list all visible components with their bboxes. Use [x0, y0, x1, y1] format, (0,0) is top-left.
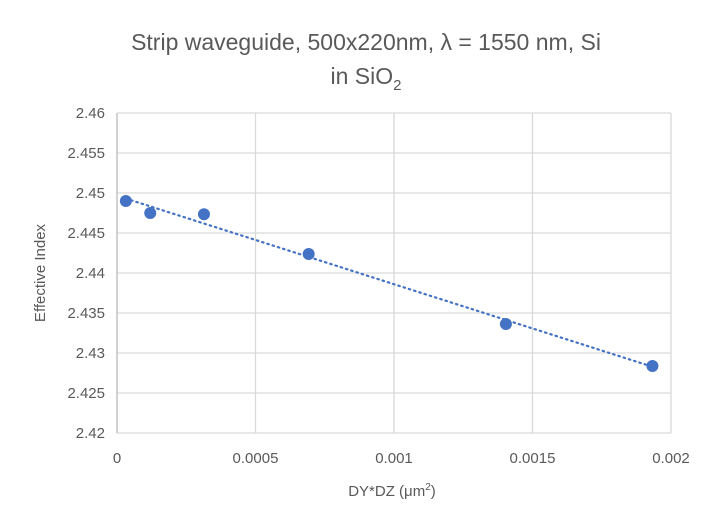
x-tick-label: 0.001 [375, 450, 413, 467]
y-tick-label: 2.46 [76, 105, 105, 122]
y-tick-label: 2.45 [76, 185, 105, 202]
x-tick-label: 0.0005 [233, 450, 279, 467]
x-axis-label: DY*DZ (μm2) [348, 482, 436, 500]
data-point [197, 208, 210, 221]
y-axis-label: Effective Index [32, 223, 49, 322]
x-tick-label: 0.002 [652, 450, 690, 467]
trendline [124, 197, 654, 368]
y-tick-label: 2.445 [67, 225, 105, 242]
y-tick-label: 2.42 [76, 425, 105, 442]
y-tick-label: 2.435 [67, 305, 105, 322]
data-point [499, 317, 512, 330]
chart-title-line1: Strip waveguide, 500x220nm, λ = 1550 nm,… [131, 29, 601, 55]
x-tick-label: 0 [113, 450, 121, 467]
data-point [646, 359, 659, 372]
y-tick-label: 2.43 [76, 345, 105, 362]
data-point [302, 247, 315, 260]
y-tick-label: 2.425 [67, 385, 105, 402]
x-tick-label: 0.0015 [510, 450, 556, 467]
data-point [144, 207, 157, 219]
y-tick-label: 2.455 [67, 145, 105, 162]
data-point [119, 195, 132, 207]
y-tick-label: 2.44 [76, 265, 105, 282]
chart-title-line2: in SiO2 [331, 63, 402, 94]
